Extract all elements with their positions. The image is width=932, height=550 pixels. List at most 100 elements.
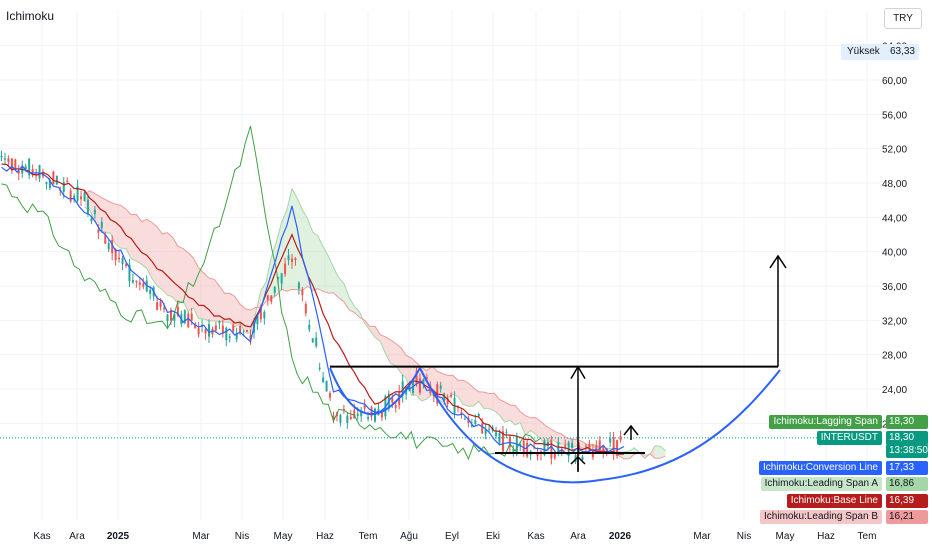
candle-body <box>31 169 34 174</box>
time-tick-label: Nis <box>235 531 249 542</box>
candle-body <box>3 158 6 160</box>
candle-body <box>197 328 200 335</box>
time-tick-label: Mar <box>192 531 210 542</box>
kumo-cloud-segment <box>660 446 666 459</box>
candle-body <box>526 442 529 457</box>
indicator-title: Ichimoku <box>6 9 55 23</box>
currency-selector[interactable]: TRY <box>884 8 922 29</box>
time-tick-label: 2025 <box>107 531 130 542</box>
leading-span-b-label: Ichimoku:Leading Span B 16,21 <box>0 510 932 524</box>
candle-body <box>439 385 442 389</box>
price-tick-label: 60,00 <box>882 76 907 87</box>
kumo-cloud-segment <box>483 392 490 409</box>
candle-body <box>460 411 463 415</box>
kumo-cloud-segment <box>177 246 184 304</box>
kumo-cloud-segment <box>504 401 510 423</box>
symbol-label: INTERUSDT 18,30 <box>0 431 932 445</box>
kumo-cloud-segment <box>400 347 407 379</box>
candle-body <box>149 289 152 294</box>
kumo-cloud-segment <box>131 214 137 262</box>
base-line-line <box>1 163 625 455</box>
lagging-span-label: Ichimoku:Lagging Span 18,30 <box>0 415 932 429</box>
candle-body <box>125 264 127 266</box>
candle-body <box>62 181 65 193</box>
candle-body <box>100 221 103 229</box>
candle-body <box>571 442 574 449</box>
leading-span-b-value: 16,21 <box>886 510 928 524</box>
candle-body <box>138 282 141 285</box>
candle-body <box>52 171 55 185</box>
high-marker: Yüksek 63,33 <box>841 44 919 60</box>
candle-body <box>353 410 356 419</box>
price-tick-label: 32,00 <box>882 316 907 327</box>
kumo-cloud-segment <box>390 339 396 366</box>
time-tick-label: 2026 <box>609 531 632 542</box>
kumo-cloud-segment <box>509 404 516 425</box>
price-tick-label: 48,00 <box>882 179 907 190</box>
candle-body <box>315 337 318 347</box>
candle-body <box>339 414 342 423</box>
candle-body <box>470 424 473 427</box>
candle-body <box>602 446 605 454</box>
candle-body <box>474 420 477 425</box>
candle-body <box>73 195 76 200</box>
kumo-cloud-segment <box>136 214 142 265</box>
candle-body <box>297 282 300 289</box>
candle-body <box>391 397 394 403</box>
symbol-time: 13:38:50 <box>886 444 928 458</box>
kumo-cloud-segment <box>463 380 469 407</box>
lagging-span-line <box>1 125 542 461</box>
candle-body <box>17 171 20 174</box>
candle-body <box>291 258 293 262</box>
candle-body <box>550 440 553 459</box>
time-tick-label: Ağu <box>400 531 418 542</box>
leading-span-a-name: Ichimoku:Leading Span A <box>760 477 882 491</box>
candle-body <box>259 308 262 320</box>
kumo-cloud-segment <box>375 326 381 342</box>
kumo-cloud-segment <box>292 188 298 290</box>
kumo-cloud-segment <box>260 281 267 308</box>
kumo-cloud-segment <box>369 326 375 338</box>
kumo-cloud-segment <box>234 296 241 328</box>
candle-body <box>107 243 110 250</box>
candle-body <box>235 332 238 340</box>
kumo-cloud-segment <box>94 193 101 229</box>
symbol-name: INTERUSDT <box>816 431 882 445</box>
candle-body <box>256 315 259 325</box>
candle-body <box>0 155 3 158</box>
kumo-cloud-segment <box>209 278 215 321</box>
time-tick-label: Tem <box>359 531 378 542</box>
price-tick-label: 44,00 <box>882 213 907 224</box>
leading-span-a-value: 16,86 <box>886 477 928 491</box>
candle-body <box>481 423 484 434</box>
candle-body <box>38 165 41 179</box>
time-tick-label: May <box>274 531 293 542</box>
kumo-cloud-segment <box>172 237 178 304</box>
kumo-cloud-segment <box>572 439 578 448</box>
kumo-cloud-segment <box>167 232 173 297</box>
kumo-cloud-segment <box>447 375 453 398</box>
candle-body <box>443 393 446 401</box>
candle-body <box>156 302 159 310</box>
candle-body <box>322 377 325 382</box>
candle-body <box>163 308 166 310</box>
candle-body <box>97 229 100 233</box>
kumo-cloud-segment <box>468 383 474 407</box>
candle-body <box>512 449 515 452</box>
candle-body <box>609 438 612 443</box>
candle-body <box>190 313 193 321</box>
kumo-cloud-segment <box>323 246 329 294</box>
candle-body <box>412 381 415 393</box>
candle-body <box>495 432 498 437</box>
candle-body <box>356 413 359 416</box>
conversion-line-line <box>1 165 625 455</box>
kumo-cloud-segment <box>271 241 277 300</box>
kumo-cloud-segment <box>494 393 500 416</box>
candle-body <box>21 166 24 174</box>
handle-arrow-head <box>623 424 639 436</box>
candle-body <box>284 263 287 275</box>
candle-body <box>505 431 508 433</box>
candle-body <box>294 258 297 261</box>
time-tick-label: Haz <box>817 531 835 542</box>
